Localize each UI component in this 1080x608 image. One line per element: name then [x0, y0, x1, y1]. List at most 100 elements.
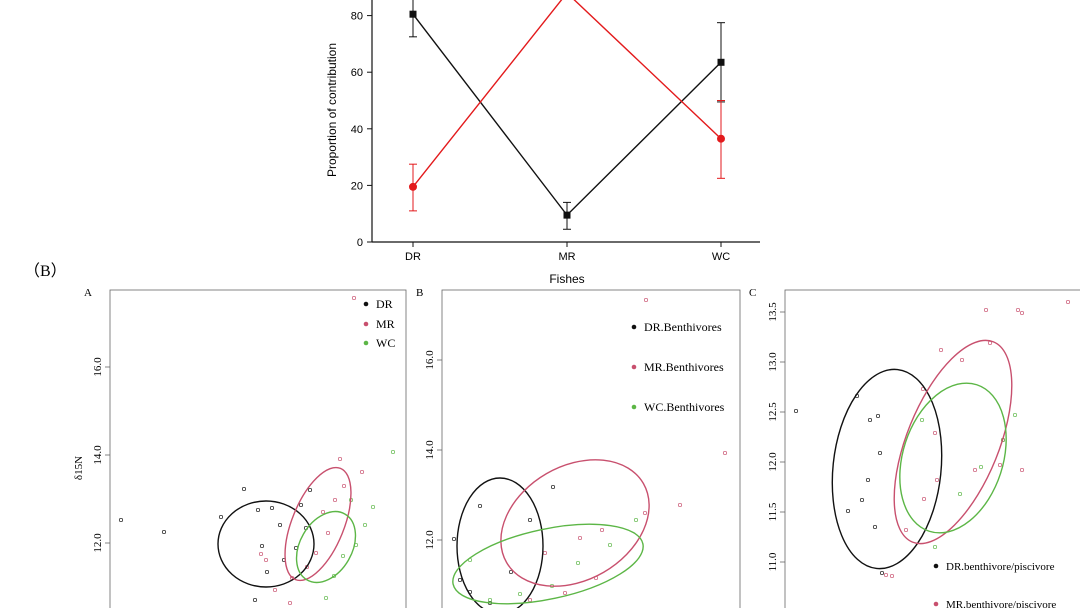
scatter-point	[903, 527, 909, 533]
scatter-point	[859, 497, 865, 503]
scatter-point	[938, 347, 944, 353]
scatter-point	[517, 591, 523, 597]
scatter-point	[118, 517, 124, 523]
scatter-point	[527, 597, 533, 603]
y-tick-label: 14.0	[92, 445, 104, 465]
legend-marker	[933, 563, 939, 569]
y-tick-label: 12.0	[767, 452, 779, 472]
scatter-point	[508, 569, 514, 575]
scatter-point	[722, 450, 728, 456]
scatter-point	[1019, 310, 1025, 316]
y-tick-label: 11.5	[767, 502, 779, 521]
scatter-point	[307, 487, 313, 493]
legend-label: MR	[376, 317, 395, 331]
scatter-point	[218, 514, 224, 520]
panel-frame	[441, 289, 741, 608]
x-axis-label: Fishes	[549, 272, 584, 286]
scatter-point	[451, 536, 457, 542]
scatter-point	[325, 530, 331, 536]
y-tick-label: 80	[351, 11, 363, 23]
y-tick-label: 60	[351, 67, 363, 79]
scatter-point	[957, 491, 963, 497]
scatter-point	[359, 469, 365, 475]
y-tick-label: 16.0	[424, 350, 436, 370]
scatter-point	[241, 486, 247, 492]
panel-frame	[109, 289, 407, 608]
scatter-point	[390, 449, 396, 455]
scatter-point	[867, 417, 873, 423]
scatter-point	[320, 509, 326, 515]
legend-marker	[363, 340, 369, 346]
scatter-point	[269, 505, 275, 511]
scatter-point	[487, 597, 493, 603]
scatter-point	[577, 535, 583, 541]
scatter-point	[793, 408, 799, 414]
y-tick-label: 16.0	[92, 357, 104, 377]
scatter-point	[972, 467, 978, 473]
scatter-point	[527, 517, 533, 523]
scatter-point	[258, 551, 264, 557]
scatter-point	[562, 590, 568, 596]
confidence-ellipse	[284, 466, 352, 582]
scatter-point	[879, 570, 885, 576]
y-tick-label: 40	[351, 124, 363, 136]
series-line	[412, 0, 722, 188]
scatter-point	[337, 456, 343, 462]
confidence-ellipse	[893, 339, 1013, 545]
scatter-point	[978, 464, 984, 470]
scatter-point	[264, 569, 270, 575]
scatter-point	[599, 527, 605, 533]
legend-marker	[363, 321, 369, 327]
scatter-point	[161, 529, 167, 535]
scatter-point	[298, 502, 304, 508]
scatter-point	[351, 295, 357, 301]
legend-marker	[631, 364, 637, 370]
proportion-line-chart: 0 20 40 60 80 DR MR WC Fishes Proportion of con…	[325, 0, 760, 286]
scatter-point	[607, 542, 613, 548]
scatter-panel-b: B 12.0 14.0 16.0 DR.Benthivores MR.Benthivo…	[416, 287, 741, 608]
scatter-point	[932, 544, 938, 550]
scatter-point	[341, 483, 347, 489]
scatter-point	[633, 517, 639, 523]
y-tick-label: 13.5	[767, 302, 779, 322]
y-tick-label: 12.0	[424, 530, 436, 550]
scatter-point	[457, 577, 463, 583]
scatter-point	[332, 497, 338, 503]
legend-label: WC.Benthivores	[644, 400, 725, 414]
scatter-point	[542, 550, 548, 556]
legend-marker	[631, 404, 637, 410]
scatter-point	[340, 553, 346, 559]
scatter-point	[875, 413, 881, 419]
scatter-point	[1015, 307, 1021, 313]
scatter-point	[932, 430, 938, 436]
series-line	[412, 13, 722, 217]
scatter-panel-c: C 11.0 11.5 12.0 12.5 13.0 13.5 DR.benthivore…	[749, 287, 1080, 608]
y-tick-label: 12.0	[92, 533, 104, 553]
scatter-point	[272, 587, 278, 593]
scatter-point	[872, 524, 878, 530]
panel-frame	[784, 289, 1080, 608]
x-tick-label: WC	[712, 251, 730, 263]
scatter-point	[845, 508, 851, 514]
scatter-panel-a: A δ15N 12.0 14.0 16.0 DR MR WC	[73, 287, 407, 608]
y-tick-label: 13.0	[767, 352, 779, 372]
scatter-point	[865, 477, 871, 483]
confidence-ellipse	[899, 382, 1007, 534]
scatter-point	[323, 595, 329, 601]
scatter-point	[997, 462, 1003, 468]
scatter-point	[575, 560, 581, 566]
scatter-point	[889, 573, 895, 579]
scatter-point	[277, 522, 283, 528]
y-tick-label: 0	[357, 237, 363, 249]
y-tick-label: 20	[351, 180, 363, 192]
y-axis-label: δ15N	[73, 456, 85, 480]
scatter-point	[883, 572, 889, 578]
panel-label: C	[749, 287, 756, 299]
scatter-point	[252, 597, 258, 603]
legend-label: MR.Benthivores	[644, 360, 724, 374]
y-axis-label: Proportion of contribution	[325, 43, 339, 177]
scatter-point	[1065, 299, 1071, 305]
scatter-point	[370, 504, 376, 510]
scatter-point	[934, 477, 940, 483]
